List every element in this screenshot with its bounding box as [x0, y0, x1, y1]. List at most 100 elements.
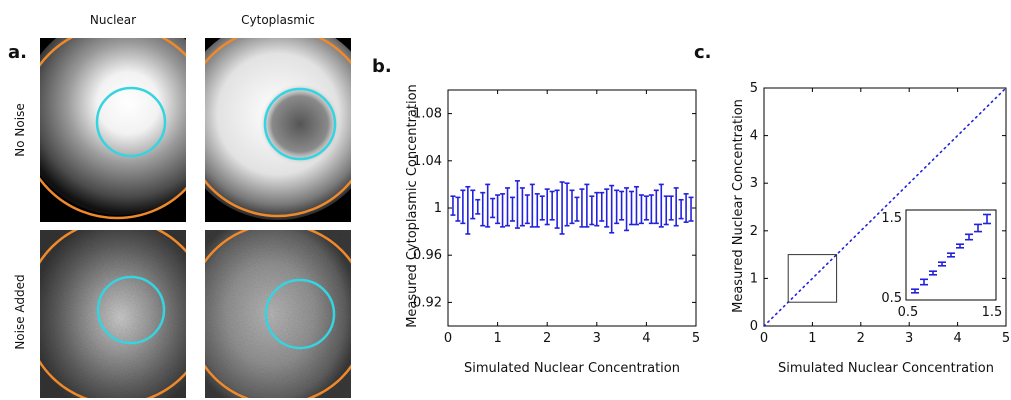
- data-point: [534, 193, 540, 228]
- data-point: [579, 188, 585, 228]
- data-point: [633, 185, 639, 226]
- inset-data-point: [911, 288, 919, 294]
- y-tick-label: 1: [434, 201, 442, 216]
- inner-circle: [264, 278, 336, 350]
- row-label-no-noise: No Noise: [13, 103, 27, 156]
- panel-b: b. Measured Cytoplasmic Concentration Si…: [372, 56, 700, 376]
- data-point: [619, 190, 625, 221]
- x-tick-label: 2: [543, 331, 551, 346]
- outer-circle: [40, 38, 186, 220]
- data-point: [638, 194, 644, 225]
- data-point: [480, 191, 486, 227]
- data-point: [599, 191, 605, 222]
- data-point: [604, 188, 610, 228]
- data-point: [559, 181, 565, 235]
- data-point: [624, 187, 630, 232]
- panel-c-label: c.: [694, 42, 712, 63]
- x-tick-label: 0: [760, 331, 768, 346]
- data-point: [509, 196, 515, 222]
- data-point: [643, 195, 649, 221]
- data-point: [658, 183, 664, 228]
- inset-data-point: [965, 233, 973, 241]
- data-point: [574, 196, 580, 222]
- plot-frame: [763, 87, 1007, 327]
- data-point: [450, 195, 456, 216]
- inset-data-point: [938, 261, 946, 267]
- inset-x-tick-label: 0.5: [898, 305, 919, 320]
- data-point: [514, 180, 520, 229]
- data-point: [500, 193, 506, 228]
- panel-c-plot: 0 1 2 3 4 5 0 1 2 3 4 5 0.5 1.5 0.5 1.5: [750, 81, 1010, 346]
- data-point: [465, 185, 471, 235]
- identity-line: [763, 87, 1007, 327]
- data-point: [554, 189, 560, 229]
- panel-b-label: b.: [372, 56, 392, 77]
- y-tick-label: 0.96: [413, 248, 442, 263]
- panel-b-ylabel: Measured Cytoplasmic Concentration: [405, 84, 420, 328]
- image-nuclear-noise-added: [40, 230, 186, 398]
- inset-x-tick-label: 1.5: [982, 305, 1003, 320]
- data-point: [653, 189, 659, 225]
- inset-data-point: [983, 213, 991, 225]
- data-point: [505, 187, 511, 227]
- data-point: [485, 183, 491, 228]
- y-tick-label: 2: [750, 224, 758, 239]
- panel-a: a. Nuclear Cytoplasmic No Noise Noise Ad…: [8, 13, 351, 398]
- x-tick-label: 4: [953, 331, 961, 346]
- inset-data-point: [920, 278, 928, 286]
- data-point: [584, 183, 590, 228]
- data-point: [673, 187, 679, 227]
- y-tick-label: 0.92: [413, 295, 442, 310]
- inner-circle: [95, 86, 167, 158]
- inner-circle: [263, 87, 337, 161]
- inset-y-tick-label: 1.5: [881, 211, 902, 226]
- data-point: [589, 195, 595, 226]
- y-tick-label: 3: [750, 176, 758, 191]
- data-point: [460, 189, 466, 225]
- data-point: [519, 187, 525, 227]
- data-point: [614, 189, 620, 225]
- data-point: [609, 184, 615, 234]
- data-point: [564, 182, 570, 227]
- x-tick-label: 3: [593, 331, 601, 346]
- y-tick-label: 1: [750, 271, 758, 286]
- x-tick-label: 2: [857, 331, 865, 346]
- inset-data-point: [929, 270, 937, 276]
- image-nuclear-no-noise: [40, 38, 186, 222]
- outer-circle: [205, 38, 351, 218]
- data-point: [539, 195, 545, 221]
- y-tick-label: 1.04: [413, 154, 442, 169]
- panel-b-xlabel: Simulated Nuclear Concentration: [464, 361, 680, 376]
- x-tick-label: 4: [642, 331, 650, 346]
- panel-c: c. Measured Nuclear Concentration Simula…: [694, 42, 1010, 376]
- data-point: [544, 188, 550, 226]
- x-tick-label: 3: [905, 331, 913, 346]
- panel-c-ylabel: Measured Nuclear Concentration: [731, 99, 746, 313]
- panel-c-xlabel: Simulated Nuclear Concentration: [778, 361, 994, 376]
- data-point: [668, 195, 674, 221]
- data-point: [470, 189, 476, 220]
- x-tick-label: 5: [692, 331, 700, 346]
- column-label-nuclear: Nuclear: [90, 13, 136, 27]
- inset-data-point: [956, 243, 964, 249]
- image-cytoplasmic-no-noise: [205, 38, 351, 222]
- panel-a-label: a.: [8, 42, 27, 63]
- zoom-box: [787, 254, 838, 303]
- x-tick-label: 0: [444, 331, 452, 346]
- y-tick-label: 4: [750, 129, 758, 144]
- data-point: [529, 183, 535, 228]
- x-tick-label: 5: [1002, 331, 1010, 346]
- data-point: [594, 191, 600, 227]
- y-tick-label: 5: [750, 81, 758, 96]
- inset-data-point: [947, 252, 955, 258]
- inset-y-tick-label: 0.5: [881, 291, 902, 306]
- panel-b-plot: 0 1 2 3 4 5 0.92 0.96 1 1.04 1.08: [413, 89, 700, 346]
- data-point: [648, 194, 654, 225]
- data-point: [678, 198, 684, 220]
- data-point: [495, 194, 501, 225]
- x-tick-label: 1: [808, 331, 816, 346]
- row-label-noise-added: Noise Added: [13, 274, 27, 349]
- data-point: [569, 189, 575, 225]
- y-tick-label: 0: [750, 319, 758, 334]
